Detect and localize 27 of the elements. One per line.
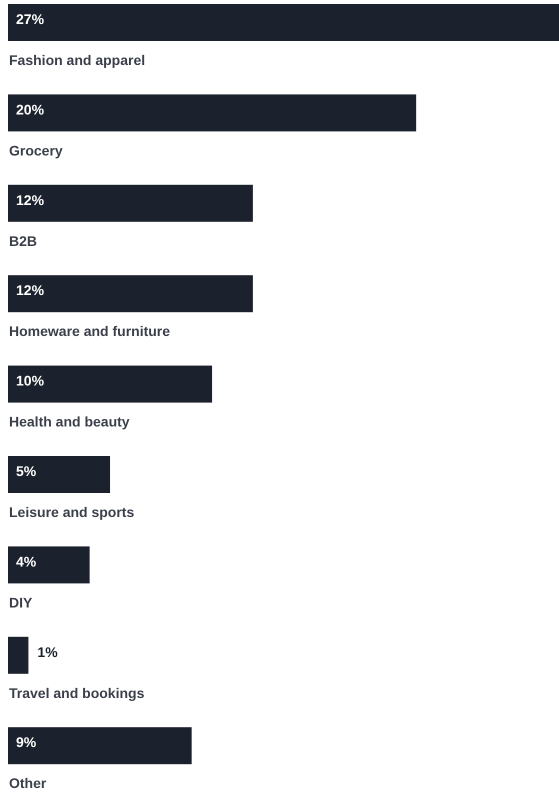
- y-tick-label: DIY: [9, 594, 33, 610]
- y-tick-label: Health and beauty: [9, 414, 130, 430]
- bar: [8, 94, 416, 132]
- data-label: 4%: [16, 553, 37, 570]
- bar: [8, 546, 90, 584]
- bar: [8, 4, 559, 41]
- bar: [8, 456, 110, 493]
- y-tick-label: Leisure and sports: [9, 504, 134, 520]
- y-tick-label: Other: [9, 775, 47, 792]
- y-tick-label: Fashion and apparel: [9, 52, 146, 68]
- data-label: 9%: [16, 734, 37, 750]
- data-label: 20%: [16, 101, 45, 118]
- data-label: 10%: [16, 372, 45, 389]
- data-label: 1%: [37, 644, 58, 660]
- y-tick-label: Travel and bookings: [9, 684, 145, 701]
- bar: [8, 727, 192, 764]
- y-tick-label: B2B: [9, 232, 38, 249]
- bar: [8, 184, 253, 222]
- data-label: 27%: [16, 11, 45, 27]
- bar: [8, 275, 253, 312]
- data-label: 12%: [16, 282, 45, 298]
- data-label: 12%: [16, 192, 45, 208]
- bar: [8, 636, 28, 674]
- y-tick-label: Homeware and furniture: [9, 323, 170, 340]
- data-label: 5%: [16, 463, 37, 479]
- bar: [8, 366, 212, 403]
- y-tick-label: Grocery: [9, 142, 63, 158]
